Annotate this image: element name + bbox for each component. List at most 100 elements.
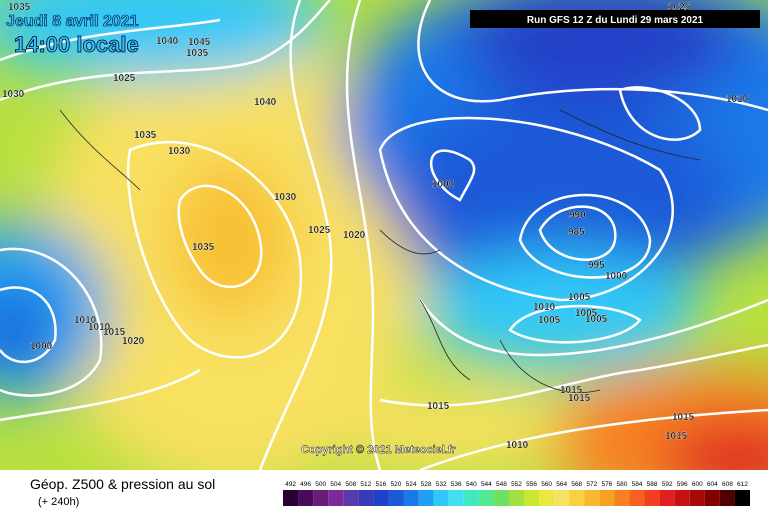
isobar-label: 1020	[122, 336, 145, 347]
scale-swatch	[283, 490, 299, 506]
scale-label: 532	[436, 481, 447, 488]
scale-label: 568	[571, 481, 582, 488]
scale-swatch	[734, 490, 750, 506]
run-box	[470, 10, 760, 28]
isobar-label: 1035	[186, 48, 209, 59]
scale-swatch	[614, 490, 630, 506]
isobar-label: 1025	[668, 2, 691, 13]
isobar-label: 1045	[188, 37, 211, 48]
isobar-label: 1015	[103, 327, 126, 338]
isobar-label: 1005	[538, 315, 561, 326]
scale-swatch	[584, 490, 600, 506]
scale-label: 612	[737, 481, 748, 488]
scale-label: 564	[556, 481, 567, 488]
scale-swatch	[493, 490, 509, 506]
isobar-label: 1035	[192, 242, 215, 253]
isobar-label: 1000	[605, 271, 628, 282]
time-label: 14:00 locale	[14, 32, 139, 57]
scale-label: 504	[330, 481, 341, 488]
isobar-label: 1010	[726, 94, 749, 105]
isobar-label: 1015	[427, 401, 450, 412]
scale-swatch	[448, 490, 464, 506]
isobar-label: 1030	[168, 146, 191, 157]
isobar-label: 1010	[506, 440, 529, 451]
isobar-label: 1035	[8, 2, 31, 13]
isobar-label: 1020	[343, 230, 366, 241]
scale-label: 556	[526, 481, 537, 488]
scale-label: 508	[345, 481, 356, 488]
scale-label: 588	[647, 481, 658, 488]
scale-label: 540	[466, 481, 477, 488]
scale-swatch	[328, 490, 344, 506]
footer-lead: (+ 240h)	[38, 496, 79, 508]
color-scale: 492 496 500 504 508 512 516 520 524 528 532 536 540 5…	[283, 481, 750, 506]
scale-swatch	[719, 490, 735, 506]
copyright: Copyright © 2021 Meteociel.fr	[301, 444, 457, 456]
scale-label: 608	[722, 481, 733, 488]
scale-label: 528	[421, 481, 432, 488]
isobar-label: 1040	[156, 36, 179, 47]
scale-label: 512	[360, 481, 371, 488]
isobar-label: 1010	[533, 302, 556, 313]
scale-label: 492	[285, 481, 296, 488]
scale-label: 536	[451, 481, 462, 488]
isobar-label: 1005	[568, 292, 591, 303]
isobar-label: 990	[569, 210, 586, 221]
isobar-label: 1005	[585, 314, 608, 325]
scale-swatch	[373, 490, 389, 506]
isobar-label: 1015	[665, 431, 688, 442]
scale-swatch	[298, 490, 314, 506]
isobar-label: 1040	[254, 97, 277, 108]
scale-label: 500	[315, 481, 326, 488]
scale-label: 596	[677, 481, 688, 488]
isobar-label: 985	[568, 227, 585, 238]
isobar-label: 1005	[575, 308, 598, 319]
scale-label: 516	[375, 481, 386, 488]
scale-label: 560	[541, 481, 552, 488]
scale-swatch	[343, 490, 359, 506]
scale-swatch	[644, 490, 660, 506]
scale-label: 572	[586, 481, 597, 488]
scale-swatch	[418, 490, 434, 506]
isobar-label: 1010	[74, 315, 97, 326]
scale-label: 580	[617, 481, 628, 488]
scale-swatch	[554, 490, 570, 506]
run-label: Run GFS 12 Z du Lundi 29 mars 2021	[527, 15, 704, 26]
scale-label: 576	[601, 481, 612, 488]
scale-swatch	[674, 490, 690, 506]
scale-swatch	[629, 490, 645, 506]
scale-swatch	[704, 490, 720, 506]
scale-swatch	[388, 490, 404, 506]
isobar-label: 1015	[560, 385, 583, 396]
scale-label: 544	[481, 481, 492, 488]
scale-swatch	[599, 490, 615, 506]
scale-swatch	[403, 490, 419, 506]
isobar-label: 1030	[2, 89, 25, 100]
scale-label: 520	[391, 481, 402, 488]
scale-swatch	[463, 490, 479, 506]
isobar-label: 1025	[308, 225, 331, 236]
footer-title: Géop. Z500 & pression au sol	[30, 476, 215, 492]
scale-swatch	[433, 490, 449, 506]
scale-swatch	[569, 490, 585, 506]
scale-label: 496	[300, 481, 311, 488]
scale-swatch	[508, 490, 525, 506]
scale-label: 600	[692, 481, 703, 488]
isobar-label: 1010	[88, 322, 111, 333]
isobar-label: 1035	[134, 130, 157, 141]
scale-swatch	[358, 490, 374, 506]
scale-label: 548	[496, 481, 507, 488]
scale-swatch	[478, 490, 494, 506]
scale-label: 552	[511, 481, 522, 488]
isobar-label: 1000	[30, 341, 53, 352]
isobar-label: 1030	[274, 192, 297, 203]
scale-label: 524	[406, 481, 417, 488]
scale-swatch	[313, 490, 329, 506]
scale-swatch	[659, 490, 675, 506]
scale-label: 604	[707, 481, 718, 488]
scale-label: 592	[662, 481, 673, 488]
scale-swatch	[689, 490, 705, 506]
